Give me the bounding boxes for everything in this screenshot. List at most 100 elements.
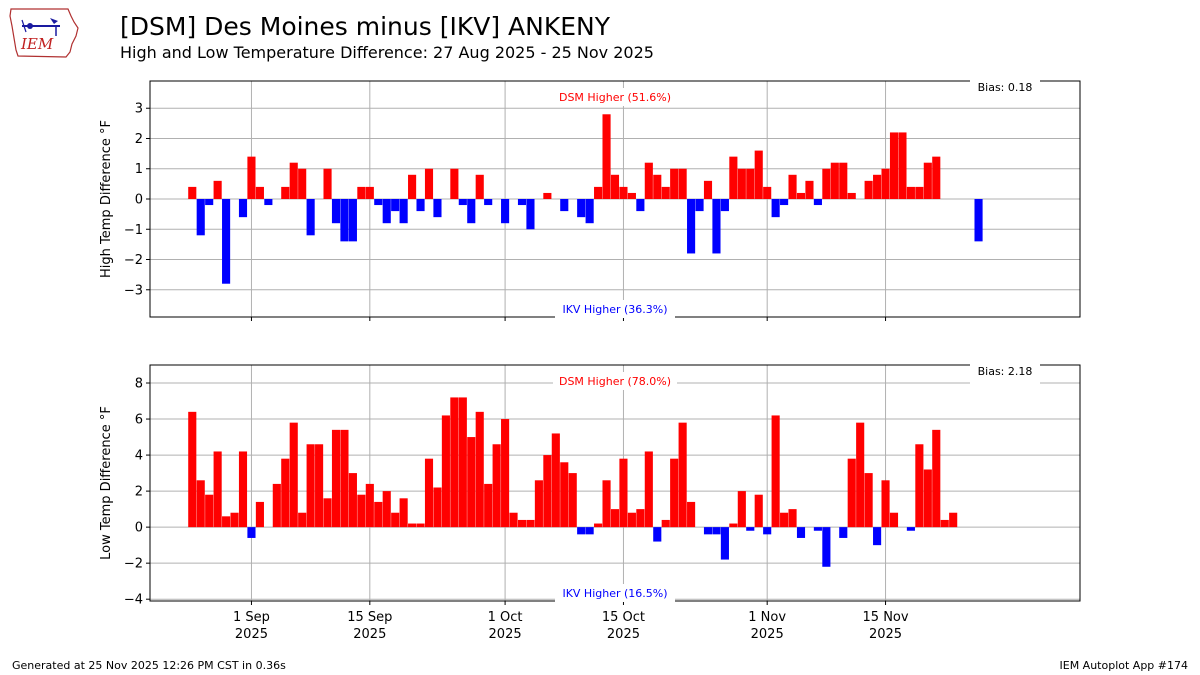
y-tick-label: 1: [135, 162, 143, 177]
ikv-higher-annotation: IKV Higher (16.5%): [562, 587, 667, 600]
bar: [729, 523, 738, 528]
bar: [763, 527, 772, 535]
bar: [737, 491, 746, 528]
bar: [238, 199, 248, 218]
bar: [374, 501, 383, 528]
bar: [543, 455, 552, 528]
bar: [382, 491, 391, 528]
bar: [932, 429, 941, 528]
bar: [940, 519, 949, 528]
bar: [889, 512, 899, 528]
bar: [340, 429, 349, 528]
iem-logo: IEM: [8, 6, 80, 60]
bar: [382, 199, 391, 224]
bar: [399, 199, 408, 224]
bar: [864, 180, 873, 199]
bar: [585, 527, 594, 535]
bar: [577, 199, 586, 218]
bar: [255, 501, 264, 528]
y-tick-label: 4: [135, 449, 143, 464]
x-tick-year-label: 2025: [869, 627, 902, 642]
annotation-bg: [553, 372, 677, 390]
bar: [670, 168, 679, 199]
bar: [594, 523, 603, 528]
bar: [636, 509, 645, 528]
y-axis-label: High Temp Difference °F: [99, 120, 114, 278]
bar: [467, 199, 476, 224]
bar: [687, 501, 696, 528]
bar: [788, 174, 797, 199]
y-tick-label: −2: [124, 557, 143, 572]
x-tick-label: 1 Sep: [233, 610, 270, 625]
bar: [670, 458, 679, 528]
bar: [281, 458, 290, 528]
bar: [932, 156, 941, 199]
bar: [230, 512, 239, 528]
bar: [889, 132, 899, 199]
bar: [602, 114, 611, 199]
bar: [729, 156, 738, 199]
bar: [627, 512, 636, 528]
bar: [695, 199, 704, 212]
bar: [813, 199, 822, 206]
bar: [923, 469, 932, 528]
x-tick-year-label: 2025: [353, 627, 386, 642]
bar: [475, 174, 484, 199]
y-tick-label: 0: [135, 193, 143, 208]
bar: [602, 480, 611, 528]
bar: [441, 415, 450, 528]
bias-bg: [970, 364, 1040, 384]
bar: [678, 168, 687, 199]
bar: [391, 199, 400, 212]
y-tick-label: −3: [124, 283, 143, 298]
bar: [754, 150, 763, 199]
bar: [331, 199, 341, 224]
bar: [433, 199, 442, 218]
y-tick-label: 8: [135, 377, 143, 392]
x-tick-year-label: 2025: [607, 627, 640, 642]
bar: [661, 519, 670, 528]
bar: [323, 168, 332, 199]
y-tick-label: 2: [135, 485, 143, 500]
x-tick-year-label: 2025: [751, 627, 784, 642]
bar: [348, 473, 357, 528]
bar: [298, 168, 307, 199]
bar: [399, 498, 408, 528]
y-tick-label: 0: [135, 521, 143, 536]
bar: [864, 473, 873, 528]
bar: [610, 509, 620, 528]
bar: [763, 186, 772, 199]
page-subtitle: High and Low Temperature Difference: 27 …: [120, 43, 654, 62]
bar: [796, 527, 806, 538]
chart-panel-1: [146, 80, 1081, 321]
bar: [526, 199, 535, 230]
bar: [780, 199, 789, 206]
bar: [281, 186, 290, 199]
bar: [306, 199, 315, 236]
bar: [771, 415, 780, 528]
bar: [222, 516, 231, 528]
bar: [720, 527, 729, 560]
bar: [678, 422, 687, 528]
bar: [458, 397, 467, 528]
bar: [796, 192, 806, 199]
bar: [898, 132, 907, 199]
bar: [450, 397, 459, 528]
bar: [636, 199, 645, 212]
bar: [543, 192, 552, 199]
bar: [661, 186, 670, 199]
bar: [788, 509, 797, 528]
bar: [805, 180, 814, 199]
bar: [568, 473, 577, 528]
bar: [272, 483, 281, 528]
x-tick-year-label: 2025: [489, 627, 522, 642]
bar: [526, 519, 535, 528]
bar: [754, 494, 763, 528]
bar: [517, 519, 527, 528]
bar: [847, 458, 856, 528]
bar: [416, 523, 425, 528]
bar: [949, 512, 958, 528]
axes-frame: [149, 364, 1081, 602]
bar: [610, 174, 620, 199]
